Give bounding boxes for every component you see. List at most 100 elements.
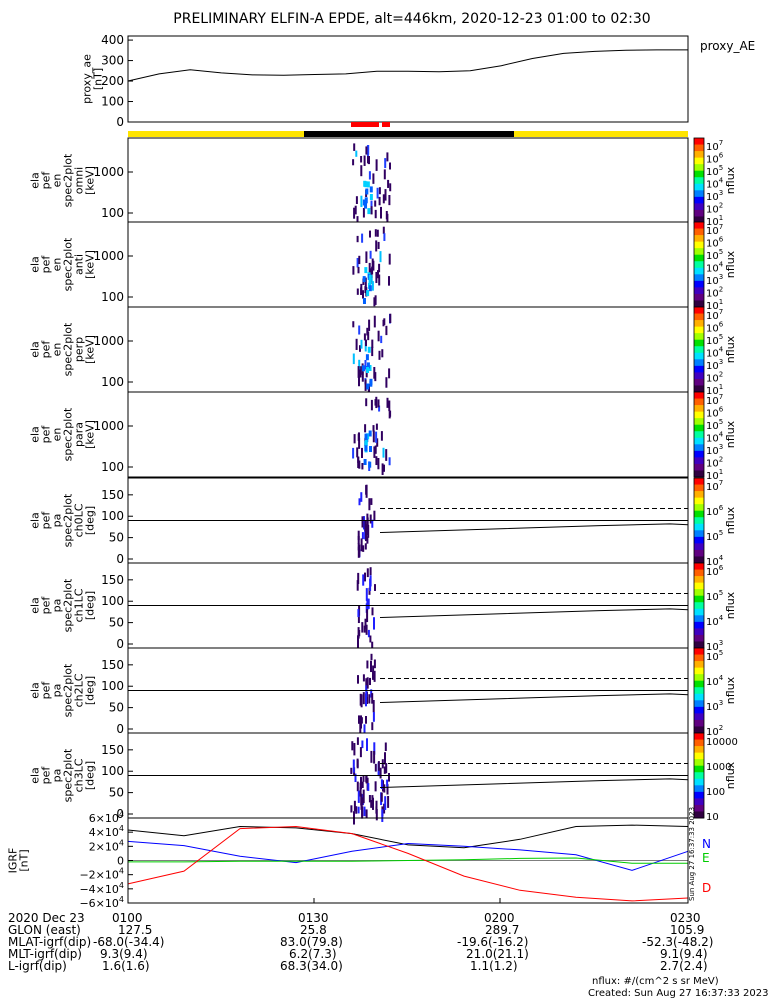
spectrogram-pixel bbox=[364, 341, 367, 352]
spectrogram-pixel bbox=[370, 660, 372, 673]
spectrogram-pixel bbox=[363, 625, 366, 633]
spectrogram-pixel bbox=[386, 152, 389, 162]
spectrogram-pixel bbox=[375, 809, 378, 821]
colorbar-label: nflux bbox=[724, 335, 737, 363]
spectrogram-pixel bbox=[369, 446, 373, 452]
spectrogram-pixel bbox=[381, 463, 384, 475]
colorbar-swatch bbox=[694, 523, 704, 531]
spectrogram-pixel bbox=[360, 694, 363, 708]
spectrogram-pixel bbox=[383, 766, 386, 774]
spectrogram-pixel bbox=[358, 498, 361, 506]
igrf-tick-label: 4×104 bbox=[89, 824, 124, 839]
energy-panel: 1000100elapefenspec2plotomni[keV]1071061… bbox=[29, 137, 737, 228]
colorbar-swatch bbox=[694, 164, 704, 172]
spectrogram-pixel bbox=[358, 715, 360, 724]
spectrogram-pixel bbox=[357, 456, 360, 469]
spectrogram-pixel bbox=[389, 162, 391, 170]
spectrogram-pixel bbox=[368, 385, 370, 397]
spectrogram-pixel bbox=[364, 424, 367, 433]
colorbar-tick-label: 101 bbox=[706, 468, 723, 482]
colorbar-swatch bbox=[694, 307, 704, 315]
colorbar-tick-label: 102 bbox=[706, 456, 723, 470]
spectrogram-pixel bbox=[382, 226, 385, 234]
colorbar-tick-label: 104 bbox=[706, 346, 724, 360]
time-tick-0100: 0100 bbox=[112, 911, 143, 925]
colorbar-label: nflux bbox=[724, 591, 737, 619]
spectrogram-pixel bbox=[369, 194, 373, 200]
colorbar-swatch bbox=[694, 602, 704, 610]
spectrogram-pixel bbox=[371, 339, 374, 348]
colorbar-swatch bbox=[694, 280, 704, 288]
colorbar-swatch bbox=[694, 713, 704, 721]
spectrogram-pixel bbox=[364, 445, 368, 452]
igrf-line-d bbox=[127, 825, 689, 902]
colorbar-swatch bbox=[694, 216, 704, 224]
colorbar-swatch bbox=[694, 804, 704, 812]
spectrogram-pixel bbox=[372, 671, 375, 680]
energy-panel-frame bbox=[127, 391, 689, 478]
spectrogram-pixel bbox=[370, 268, 373, 278]
spectrogram-pixel bbox=[360, 287, 363, 295]
ae-axis-label: [nT] bbox=[92, 68, 105, 90]
energy-axis-label: para bbox=[73, 422, 86, 447]
spectrogram-pixel bbox=[364, 379, 367, 391]
science-zone-marker bbox=[351, 122, 379, 127]
pa-axis-label: ch2LC bbox=[73, 673, 86, 707]
spectrogram-pixel bbox=[357, 611, 360, 624]
spectrogram-pixel bbox=[389, 313, 392, 324]
energy-tick-label: 1000 bbox=[93, 334, 124, 348]
spectrogram-pixel bbox=[371, 722, 374, 731]
energy-tick-label: 100 bbox=[101, 290, 124, 304]
colorbar-swatch bbox=[694, 346, 704, 354]
loss-cone-line bbox=[379, 523, 689, 533]
spectrogram-pixel bbox=[383, 169, 386, 180]
spectrogram-pixel bbox=[364, 572, 366, 582]
spectrogram-pixel bbox=[360, 195, 363, 207]
colorbar-swatch bbox=[694, 582, 704, 590]
energy-axis-label: ela bbox=[29, 172, 42, 189]
spectrogram-pixel bbox=[359, 345, 361, 352]
colorbar-swatch bbox=[694, 680, 704, 688]
spectrogram-pixel bbox=[356, 447, 359, 458]
spectrogram-pixel bbox=[356, 781, 359, 792]
colorbar-tick-label: 102 bbox=[706, 724, 723, 738]
spectrogram-pixel bbox=[365, 485, 368, 495]
colorbar-swatch bbox=[694, 378, 704, 386]
spectrogram-pixel bbox=[354, 773, 357, 782]
spectrogram-pixel bbox=[369, 514, 372, 524]
spectrogram-pixel bbox=[371, 281, 374, 291]
colorbar-tick-label: 103 bbox=[706, 273, 723, 287]
spectrogram-pixel bbox=[367, 783, 370, 791]
spectrogram-pixel bbox=[362, 365, 366, 372]
pa-axis-label: pa bbox=[51, 769, 64, 783]
colorbar-swatch bbox=[694, 589, 704, 597]
ephemeris-value: 1.1(1.2) bbox=[470, 959, 518, 973]
colorbar-swatch bbox=[694, 576, 704, 584]
spectrogram-pixel bbox=[360, 776, 362, 790]
colorbar-swatch bbox=[694, 359, 704, 367]
spectrogram-pixel bbox=[373, 751, 376, 764]
spectrogram-pixel bbox=[367, 524, 370, 538]
pa-tick-label: 150 bbox=[101, 488, 124, 502]
date-label: 2020 Dec 23 bbox=[8, 911, 85, 925]
energy-panel-background bbox=[128, 307, 688, 392]
spectrogram-pixel bbox=[361, 622, 364, 633]
colorbar-swatch bbox=[694, 405, 704, 413]
spectrogram-pixel bbox=[375, 431, 378, 443]
spectrogram-pixel bbox=[374, 200, 377, 207]
spectrogram-pixel bbox=[380, 792, 383, 802]
spectrogram-pixel bbox=[362, 574, 365, 586]
spectrogram-pixel bbox=[360, 165, 363, 177]
colorbar-swatch bbox=[694, 392, 704, 400]
spectrogram-pixel bbox=[350, 805, 353, 813]
spectrogram-pixel bbox=[352, 159, 355, 166]
pa-axis-label: pef bbox=[40, 681, 53, 700]
spectrogram-pixel bbox=[381, 809, 384, 822]
ephemeris-value: 289.7 bbox=[485, 923, 520, 937]
ae-tick-label: 400 bbox=[101, 33, 124, 47]
spectrogram-pixel bbox=[383, 803, 386, 814]
colorbar-swatch bbox=[694, 569, 704, 577]
spectrogram-pixel bbox=[373, 367, 376, 379]
ephemeris-value: 127.5 bbox=[118, 923, 153, 937]
